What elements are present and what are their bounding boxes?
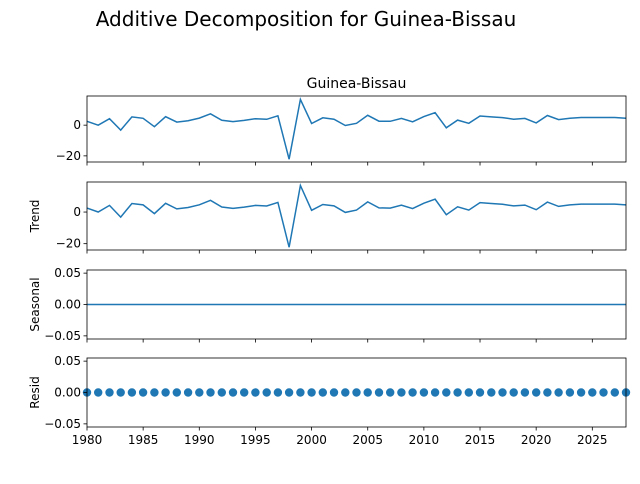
y-axis-label: Seasonal — [28, 277, 42, 331]
resid-point — [509, 388, 518, 397]
resid-point — [487, 388, 496, 397]
resid-point — [498, 388, 507, 397]
panel-2: 0 −20 Trend — [28, 181, 627, 254]
resid-point — [195, 388, 204, 397]
resid-point — [610, 388, 619, 397]
panel-1: 0 −20 Guinea-Bissau — [56, 76, 627, 166]
resid-point — [520, 388, 530, 397]
resid-point — [172, 388, 181, 397]
resid-point — [284, 388, 294, 397]
resid-point — [228, 388, 238, 397]
resid-point — [352, 388, 361, 397]
y-tick-label: −0.05 — [44, 417, 81, 431]
y-tick-label: 0 — [73, 118, 81, 132]
resid-point — [150, 388, 159, 397]
resid-point — [397, 388, 406, 397]
x-tick-label: 2000 — [296, 433, 327, 447]
resid-point — [240, 388, 249, 397]
resid-point — [363, 388, 372, 397]
y-axis-label: Resid — [28, 376, 42, 408]
resid-point — [430, 388, 440, 397]
x-tick-label: 1990 — [184, 433, 215, 447]
resid-point — [251, 388, 260, 397]
resid-point — [408, 388, 417, 397]
resid-point — [576, 388, 586, 397]
resid-point — [464, 388, 473, 397]
resid-point — [296, 388, 305, 397]
resid-point — [543, 388, 552, 397]
y-tick-label: −20 — [56, 237, 81, 251]
resid-point — [419, 388, 429, 397]
y-tick-label: 0 — [73, 205, 81, 219]
resid-point — [307, 388, 316, 397]
axes-frame — [86, 181, 627, 251]
resid-point — [453, 388, 462, 397]
resid-point — [127, 388, 137, 397]
y-tick-label: 0.05 — [54, 354, 81, 368]
resid-point — [442, 388, 451, 397]
y-tick-label: 0.05 — [54, 266, 81, 280]
resid-point — [206, 388, 215, 397]
y-tick-label: 0.00 — [54, 386, 81, 400]
resid-point — [386, 388, 395, 397]
y-tick-label: −20 — [56, 149, 81, 163]
resid-point — [273, 388, 283, 397]
y-axis-label: Trend — [28, 200, 42, 234]
x-tick-label: 1995 — [240, 433, 271, 447]
resid-point — [554, 388, 563, 397]
resid-point — [532, 388, 541, 397]
resid-point — [329, 388, 339, 397]
resid-point — [105, 388, 114, 397]
resid-point — [262, 388, 271, 397]
resid-point — [183, 388, 193, 397]
panel-4: 0.05 0.00 −0.05 1980 1985 1990 1995 2000 2005 201… — [28, 354, 631, 447]
resid-point — [374, 388, 384, 397]
panel-title: Guinea-Bissau — [307, 76, 407, 92]
x-tick-label: 1980 — [72, 433, 103, 447]
x-tick-label: 2020 — [521, 433, 552, 447]
resid-point — [318, 388, 327, 397]
resid-point — [138, 388, 148, 397]
resid-point — [161, 388, 170, 397]
figure-suptitle: Additive Decomposition for Guinea-Bissau — [96, 7, 517, 31]
x-tick-label: 2015 — [465, 433, 496, 447]
series-line — [86, 96, 627, 160]
resid-point — [217, 388, 226, 397]
axes-frame — [86, 95, 627, 163]
resid-point — [116, 388, 125, 397]
resid-point — [475, 388, 485, 397]
resid-point — [599, 388, 608, 397]
x-tick-label: 2005 — [352, 433, 383, 447]
y-tick-label: 0.00 — [54, 298, 81, 312]
resid-point — [565, 388, 575, 397]
x-tick-label: 1985 — [128, 433, 159, 447]
series-line — [86, 183, 627, 248]
x-tick-label: 2010 — [409, 433, 440, 447]
resid-point — [341, 388, 350, 397]
resid-point — [588, 388, 597, 397]
x-tick-label: 2025 — [577, 433, 608, 447]
y-tick-label: −0.05 — [44, 329, 81, 343]
resid-point — [94, 388, 103, 397]
